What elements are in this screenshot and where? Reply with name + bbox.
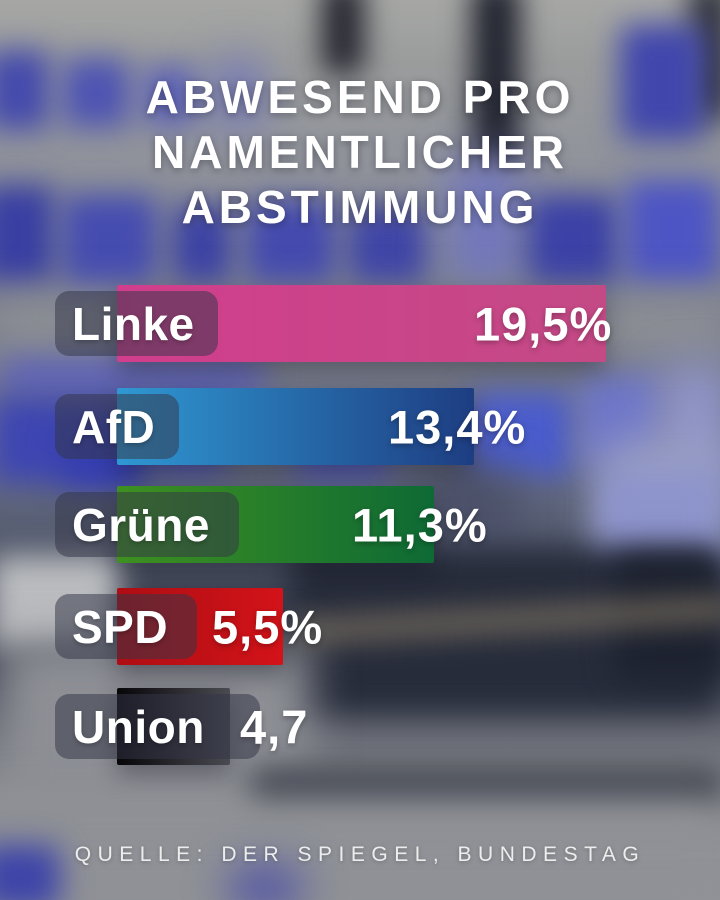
chart-title-line-2: NAMENTLICHER — [152, 126, 568, 178]
chart-title-line-3: ABSTIMMUNG — [181, 181, 539, 233]
value-label: 19,5% — [474, 297, 613, 351]
party-label: Linke — [72, 298, 195, 350]
label-chip-gruene — [55, 492, 239, 557]
value-label: 4,7 — [240, 700, 309, 754]
chart-title-line-1: ABWESEND PRO — [145, 71, 575, 123]
label-chip-linke — [55, 291, 218, 356]
bar-row-gruene: Grüne 11,3% — [0, 486, 720, 564]
source-caption: QUELLE: DER SPIEGEL, BUNDESTAG — [74, 843, 646, 866]
chart-title: ABWESEND PRO NAMENTLICHER ABSTIMMUNG — [0, 70, 720, 235]
value-label: 13,4% — [388, 400, 527, 454]
label-chip-afd — [55, 394, 179, 459]
party-label: SPD — [72, 601, 169, 653]
value-label: 5,5% — [212, 600, 324, 654]
party-label: AfD — [72, 401, 156, 453]
label-chip-union — [55, 694, 260, 759]
bar-row-union: Union 4,7 — [0, 688, 720, 766]
bar-row-spd: SPD 5,5% — [0, 588, 720, 666]
party-label: Union — [72, 701, 205, 753]
label-chip-spd — [55, 594, 197, 659]
value-label: 11,3% — [352, 498, 488, 552]
bar-row-afd: AfD 13,4% — [0, 388, 720, 466]
bar-row-linke: Linke 19,5% — [0, 285, 720, 363]
party-label: Grüne — [72, 499, 210, 551]
